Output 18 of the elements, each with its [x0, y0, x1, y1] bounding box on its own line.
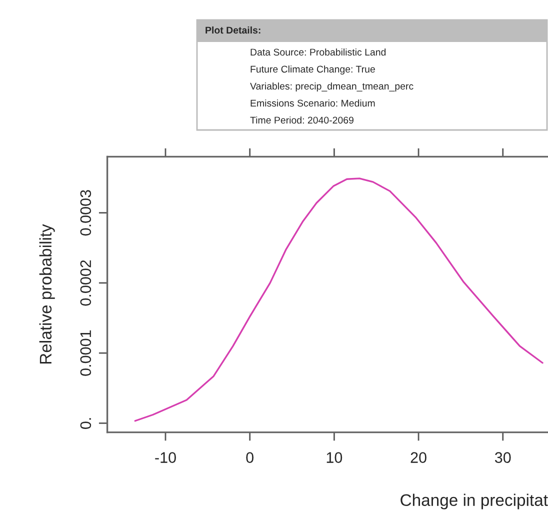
y-tick-label: 0.	[80, 418, 92, 429]
y-axis-title: Relative probability	[39, 224, 55, 364]
line-series	[134, 178, 544, 422]
x-tick-label: 20	[410, 452, 426, 463]
text: Emissions Scenario: Medium	[250, 99, 375, 107]
y-tick-label: 0.0001	[80, 330, 92, 376]
text: Future Climate Change: True	[250, 65, 375, 75]
x-tick-label: 0	[246, 452, 254, 463]
x-tick-label: 30	[494, 452, 511, 463]
text: Variables: precip_dmean_tmean_perc	[250, 82, 414, 92]
source-note: Data Source: Probabilistic Land	[250, 48, 386, 56]
x-tick-label: 10	[326, 452, 342, 463]
x-tick-label: -10	[155, 452, 176, 463]
text: Time Period: 2040-2069	[250, 116, 354, 124]
chart-title: Plot Details:	[206, 26, 260, 34]
x-axis-title: Change in precipitat	[400, 494, 548, 510]
y-tick-label: 0.0003	[80, 190, 92, 236]
y-tick-label: 0.0002	[80, 260, 92, 306]
